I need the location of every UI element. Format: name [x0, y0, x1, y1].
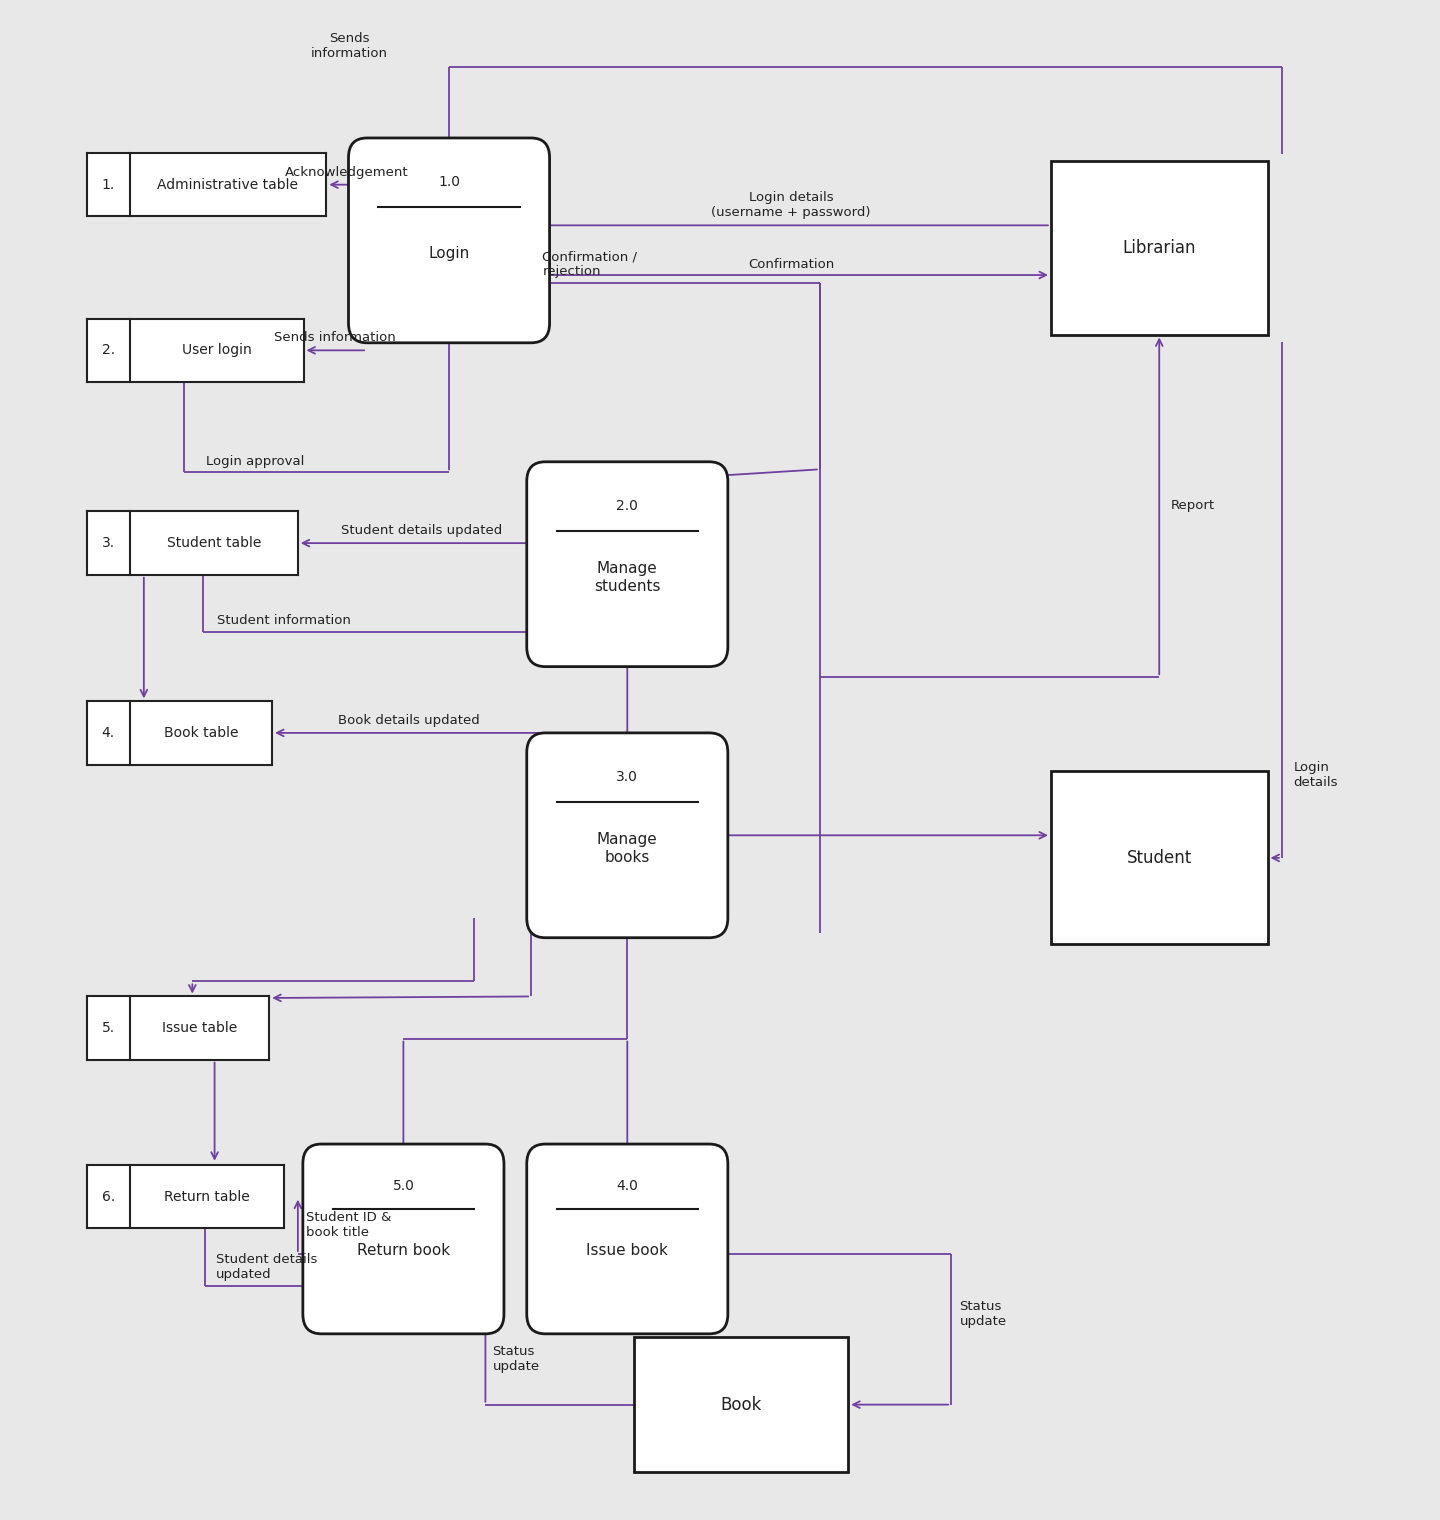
Bar: [86, 997, 269, 1059]
FancyBboxPatch shape: [527, 1145, 727, 1335]
Text: 3.0: 3.0: [616, 771, 638, 784]
Text: 5.0: 5.0: [393, 1180, 415, 1193]
Text: 2.0: 2.0: [616, 499, 638, 514]
Text: Login approval: Login approval: [206, 454, 304, 468]
Text: Login: Login: [429, 246, 469, 261]
Text: User login: User login: [181, 344, 252, 357]
Text: Report: Report: [1171, 500, 1215, 512]
Text: Return book: Return book: [357, 1243, 449, 1259]
Bar: [86, 701, 272, 765]
Text: Book: Book: [720, 1395, 762, 1414]
Text: Issue book: Issue book: [586, 1243, 668, 1259]
Text: Sends
information: Sends information: [311, 32, 387, 59]
Text: 1.: 1.: [102, 178, 115, 192]
Bar: [635, 1338, 848, 1473]
Text: 3.: 3.: [102, 537, 115, 550]
FancyBboxPatch shape: [302, 1145, 504, 1335]
Text: Administrative table: Administrative table: [157, 178, 298, 192]
Text: Login
details: Login details: [1293, 762, 1338, 789]
Text: 4.0: 4.0: [616, 1180, 638, 1193]
Text: 2.: 2.: [102, 344, 115, 357]
Text: Confirmation /
rejection: Confirmation / rejection: [543, 251, 638, 278]
Bar: [1051, 161, 1267, 334]
Text: Issue table: Issue table: [161, 1021, 238, 1035]
Bar: [1051, 771, 1267, 944]
Text: Student ID &
book title: Student ID & book title: [307, 1211, 392, 1239]
FancyBboxPatch shape: [527, 462, 727, 667]
Text: 5.: 5.: [102, 1021, 115, 1035]
Text: Student table: Student table: [167, 537, 261, 550]
FancyBboxPatch shape: [348, 138, 550, 344]
Text: Student information: Student information: [217, 614, 351, 628]
Text: Student: Student: [1126, 848, 1192, 866]
Bar: [86, 512, 298, 575]
Bar: [86, 319, 304, 382]
Bar: [86, 1166, 284, 1228]
Text: Status
update: Status update: [959, 1300, 1007, 1328]
Text: Manage
books: Manage books: [598, 833, 658, 865]
Text: Manage
students: Manage students: [595, 561, 661, 594]
Text: Login details
(username + password): Login details (username + password): [711, 192, 871, 219]
Text: Sends information: Sends information: [275, 331, 396, 345]
Text: Book details updated: Book details updated: [338, 714, 480, 727]
Text: Book table: Book table: [164, 727, 238, 740]
Text: Return table: Return table: [164, 1190, 249, 1204]
Text: Status
update: Status update: [492, 1345, 540, 1374]
Text: Librarian: Librarian: [1123, 239, 1197, 257]
Text: 6.: 6.: [102, 1190, 115, 1204]
Bar: [86, 154, 327, 216]
Text: Student details updated: Student details updated: [341, 524, 503, 537]
Text: Confirmation: Confirmation: [747, 257, 834, 271]
Text: 4.: 4.: [102, 727, 115, 740]
Text: Student details
updated: Student details updated: [216, 1252, 318, 1281]
Text: 1.0: 1.0: [438, 175, 459, 190]
FancyBboxPatch shape: [527, 733, 727, 938]
Text: Acknowledgement: Acknowledgement: [285, 166, 409, 179]
